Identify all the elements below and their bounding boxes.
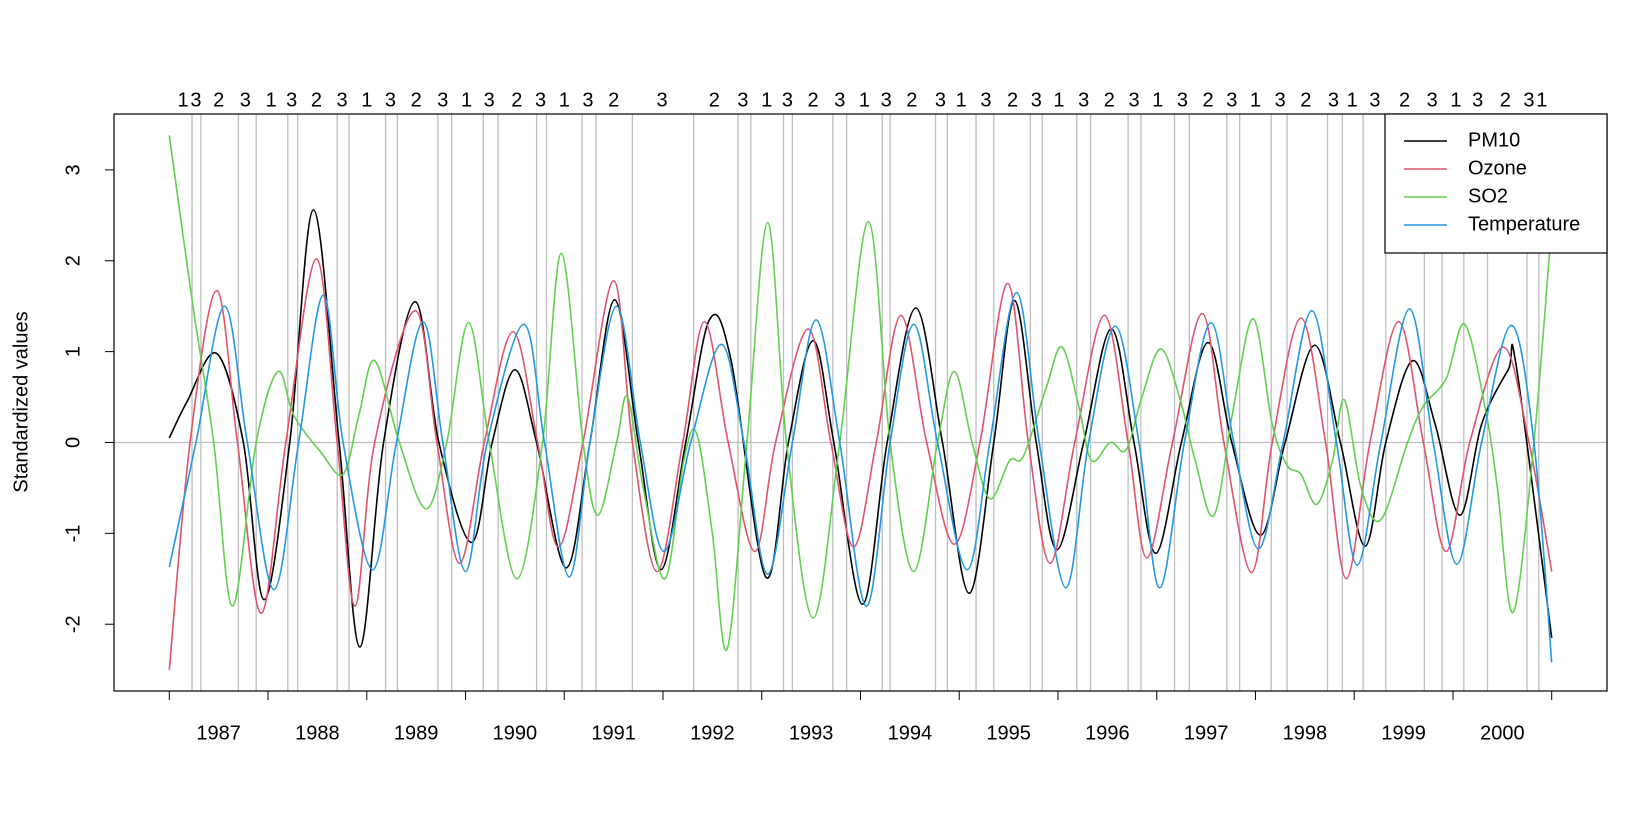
x-tick-label: 1989 — [394, 722, 439, 744]
segment-label: 2 — [1399, 89, 1410, 111]
legend-box — [1384, 113, 1608, 254]
series-line — [168, 135, 1553, 652]
x-tick-label: 1999 — [1381, 722, 1426, 744]
segment-label: 3 — [1472, 89, 1483, 111]
y-tick-label: -2 — [62, 615, 84, 633]
x-tick-label: 1996 — [1085, 722, 1130, 744]
segment-label: 3 — [484, 89, 495, 111]
legend-label: Ozone — [1468, 157, 1527, 179]
segment-label: 1 — [1347, 89, 1358, 111]
segment-label: 3 — [535, 89, 546, 111]
y-tick-label: 1 — [62, 346, 84, 357]
x-tick-label: 1993 — [789, 722, 834, 744]
segment-label: 1 — [265, 89, 276, 111]
legend-label: PM10 — [1468, 129, 1520, 151]
segment-label: 2 — [608, 89, 619, 111]
y-axis-label: Standardized values — [10, 311, 32, 492]
segment-label: 3 — [240, 89, 251, 111]
x-tick-label: 1997 — [1184, 722, 1229, 744]
segment-label: 2 — [511, 89, 522, 111]
series-line — [168, 291, 1553, 663]
segment-label: 1 — [859, 89, 870, 111]
segment-label: 3 — [1328, 89, 1339, 111]
segment-label: 3 — [1275, 89, 1286, 111]
segment-label: 2 — [311, 89, 322, 111]
segment-label: 1 — [761, 89, 772, 111]
segment-label: 3 — [385, 89, 396, 111]
segment-label: 2 — [1500, 89, 1511, 111]
segment-label: 3 — [582, 89, 593, 111]
segment-label: 3 — [1031, 89, 1042, 111]
segment-label: 1 — [461, 89, 472, 111]
segment-label: 3 — [656, 89, 667, 111]
segment-label: 2 — [1104, 89, 1115, 111]
segment-label: 1 — [1152, 89, 1163, 111]
segment-label: 1 — [956, 89, 967, 111]
segment-label: 3 — [1226, 89, 1237, 111]
y-tick-label: 2 — [62, 255, 84, 266]
x-tick-label: 1994 — [888, 722, 933, 744]
segment-label: 3 — [1177, 89, 1188, 111]
segment-label: 2 — [1203, 89, 1214, 111]
segment-label: 3 — [437, 89, 448, 111]
segment-label: 3 — [1523, 89, 1534, 111]
y-tick-label: 0 — [62, 437, 84, 448]
segment-label: 1 — [361, 89, 372, 111]
segment-label: 1 — [1536, 89, 1547, 111]
segment-label: 3 — [737, 89, 748, 111]
segment-label: 3 — [337, 89, 348, 111]
segment-label: 3 — [1427, 89, 1438, 111]
segment-label: 2 — [709, 89, 720, 111]
segment-label: 3 — [834, 89, 845, 111]
series-line — [168, 209, 1553, 648]
x-tick-label: 2000 — [1480, 722, 1525, 744]
segment-label: 2 — [906, 89, 917, 111]
segment-label: 2 — [1007, 89, 1018, 111]
x-tick-label: 1991 — [591, 722, 636, 744]
legend-label: Temperature — [1468, 213, 1580, 235]
segment-label: 3 — [881, 89, 892, 111]
series-line — [168, 258, 1553, 670]
segment-label: 3 — [286, 89, 297, 111]
segment-label: 3 — [1128, 89, 1139, 111]
x-tick-label: 1988 — [295, 722, 340, 744]
segment-label: 2 — [213, 89, 224, 111]
x-tick-label: 1995 — [986, 722, 1031, 744]
segment-label: 3 — [980, 89, 991, 111]
segment-label: 1 — [559, 89, 570, 111]
y-tick-label: -1 — [62, 524, 84, 542]
segment-label: 1 — [1053, 89, 1064, 111]
segment-label: 3 — [935, 89, 946, 111]
legend-label: SO2 — [1468, 185, 1508, 207]
segment-label: 3 — [190, 89, 201, 111]
segment-label: 2 — [808, 89, 819, 111]
plot-frame — [113, 113, 1608, 692]
x-tick-label: 1998 — [1283, 722, 1328, 744]
x-tick-label: 1992 — [690, 722, 735, 744]
x-tick-label: 1990 — [493, 722, 538, 744]
segment-label: 2 — [411, 89, 422, 111]
segment-label: 1 — [178, 89, 189, 111]
y-tick-label: 3 — [62, 164, 84, 175]
segment-label: 2 — [1300, 89, 1311, 111]
x-tick-label: 1987 — [196, 722, 241, 744]
segment-label: 3 — [782, 89, 793, 111]
segment-label: 3 — [1078, 89, 1089, 111]
segment-label: 1 — [1450, 89, 1461, 111]
segment-label: 1 — [1250, 89, 1261, 111]
segment-label: 3 — [1369, 89, 1380, 111]
